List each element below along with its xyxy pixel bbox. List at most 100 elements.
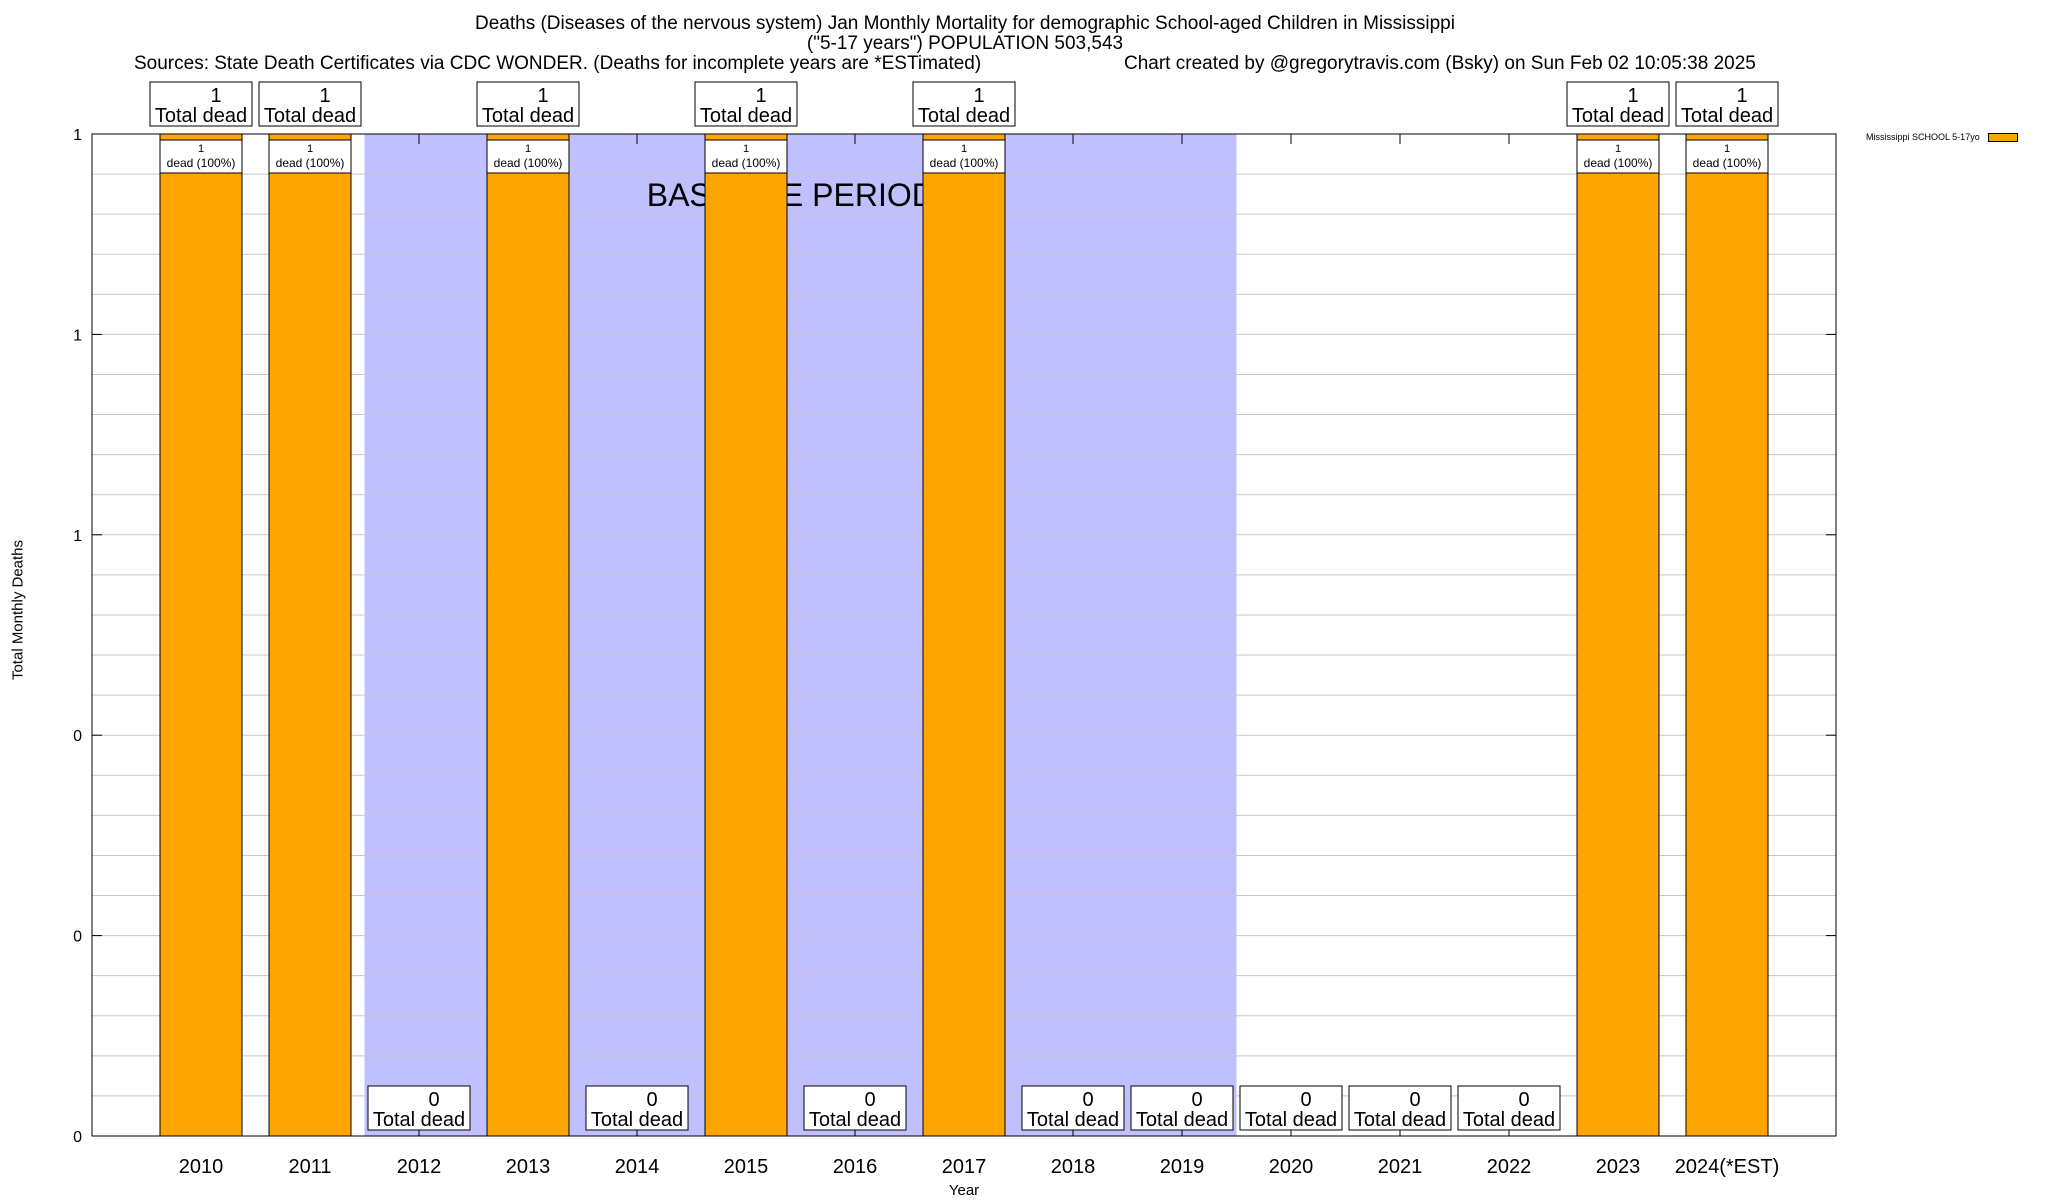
bar-pct-value: 1: [307, 143, 313, 155]
total-label-box: [1566, 81, 1670, 127]
total-dead-label: Total dead: [918, 105, 1010, 127]
x-tick-label: 2020: [1269, 1156, 1314, 1178]
bar-pct-label: dead (100%): [494, 156, 563, 170]
total-dead-label: Total dead: [591, 1109, 683, 1131]
x-tick-label: 2015: [724, 1156, 769, 1178]
bar-pct-value: 1: [1724, 143, 1730, 155]
total-label-box: [476, 81, 580, 127]
x-tick-label: 2016: [833, 1156, 878, 1178]
bar-pct-label-box: [704, 139, 788, 174]
total-label-box: [585, 1085, 689, 1131]
total-dead-label: Total dead: [1354, 1109, 1446, 1131]
x-tick-label: 2022: [1487, 1156, 1532, 1178]
bar-pct-label: dead (100%): [1584, 156, 1653, 170]
bar-pct-label-box: [922, 139, 1006, 174]
total-dead-value: 0: [1082, 1089, 1093, 1111]
total-dead-label: Total dead: [700, 105, 792, 127]
bar: [704, 133, 788, 1137]
total-dead-label: Total dead: [1245, 1109, 1337, 1131]
y-tick-label: 1: [73, 127, 82, 144]
total-dead-value: 1: [1627, 85, 1638, 107]
total-label-box: [694, 81, 798, 127]
total-dead-label: Total dead: [1572, 105, 1664, 127]
total-dead-value: 0: [1518, 1089, 1529, 1111]
total-label-box: [1239, 1085, 1343, 1131]
x-tick-label: 2011: [288, 1156, 331, 1178]
x-tick-label: 2014: [615, 1156, 660, 1178]
total-dead-label: Total dead: [809, 1109, 901, 1131]
total-dead-value: 0: [1300, 1089, 1311, 1111]
total-dead-value: 0: [428, 1089, 439, 1111]
bar: [159, 133, 243, 1137]
total-label-box: [1130, 1085, 1234, 1131]
total-dead-value: 0: [1409, 1089, 1420, 1111]
x-tick-label: 2012: [397, 1156, 442, 1178]
total-dead-value: 0: [1191, 1089, 1202, 1111]
x-tick-label: 2017: [942, 1156, 987, 1178]
chart-title: Deaths (Diseases of the nervous system) …: [475, 13, 1455, 34]
total-label-box: [258, 81, 362, 127]
y-axis-label: Total Monthly Deaths: [9, 539, 27, 681]
total-label-box: [1348, 1085, 1452, 1131]
x-axis-label: Year: [948, 1182, 980, 1199]
plot-frame: [91, 133, 1837, 1137]
total-dead-value: 0: [646, 1089, 657, 1111]
chart-credit: Chart created by @gregorytravis.com (Bsk…: [1124, 53, 1756, 74]
total-label-box: [1021, 1085, 1125, 1131]
y-tick-label: 0: [73, 1129, 82, 1146]
bar: [268, 133, 352, 1137]
bar: [486, 133, 570, 1137]
bar-pct-label-box: [268, 139, 352, 174]
total-dead-label: Total dead: [155, 105, 247, 127]
x-tick-label: 2024(*EST): [1675, 1156, 1780, 1178]
total-label-box: [803, 1085, 907, 1131]
total-dead-value: 1: [1736, 85, 1747, 107]
bar-pct-label: dead (100%): [276, 156, 345, 170]
bar-pct-label-box: [1576, 139, 1660, 174]
baseline-period-label: BASELINE PERIOD: [647, 177, 935, 213]
total-label-box: [367, 1085, 471, 1131]
bar-pct-label-box: [486, 139, 570, 174]
x-tick-label: 2023: [1596, 1156, 1641, 1178]
total-dead-value: 0: [864, 1089, 875, 1111]
bar-pct-label: dead (100%): [1693, 156, 1762, 170]
bar-pct-value: 1: [1615, 143, 1621, 155]
legend: Mississippi SCHOOL 5-17yo: [1866, 132, 2018, 143]
bar-pct-value: 1: [961, 143, 967, 155]
total-dead-value: 1: [973, 85, 984, 107]
total-label-box: [149, 81, 253, 127]
bar-pct-label: dead (100%): [167, 156, 236, 170]
total-dead-label: Total dead: [1027, 1109, 1119, 1131]
total-dead-label: Total dead: [482, 105, 574, 127]
y-tick-label: 1: [73, 327, 82, 344]
total-dead-value: 1: [319, 85, 330, 107]
x-tick-label: 2019: [1160, 1156, 1205, 1178]
legend-label: Mississippi SCHOOL 5-17yo: [1866, 132, 1980, 142]
y-tick-label: 1: [73, 528, 82, 545]
bar-pct-label-box: [1685, 139, 1769, 174]
bar-pct-label-box: [159, 139, 243, 174]
total-label-box: [1675, 81, 1779, 127]
bar-pct-value: 1: [198, 143, 204, 155]
y-tick-label: 0: [73, 728, 82, 745]
y-tick-label: 0: [73, 929, 82, 946]
x-tick-label: 2018: [1051, 1156, 1096, 1178]
bar: [1576, 133, 1660, 1137]
total-dead-value: 1: [210, 85, 221, 107]
bar-pct-value: 1: [525, 143, 531, 155]
bar-pct-label: dead (100%): [930, 156, 999, 170]
x-tick-label: 2010: [179, 1156, 224, 1178]
legend-swatch: [1987, 133, 2018, 143]
bar-pct-label: dead (100%): [712, 156, 781, 170]
sources-note: Sources: State Death Certificates via CD…: [134, 53, 982, 74]
total-dead-label: Total dead: [1136, 1109, 1228, 1131]
total-dead-label: Total dead: [1463, 1109, 1555, 1131]
chart-subtitle: ("5-17 years") POPULATION 503,543: [806, 33, 1124, 54]
total-dead-label: Total dead: [264, 105, 356, 127]
total-dead-label: Total dead: [1681, 105, 1773, 127]
total-dead-value: 1: [755, 85, 766, 107]
bar-pct-value: 1: [743, 143, 749, 155]
total-dead-label: Total dead: [373, 1109, 465, 1131]
bar: [922, 133, 1006, 1137]
